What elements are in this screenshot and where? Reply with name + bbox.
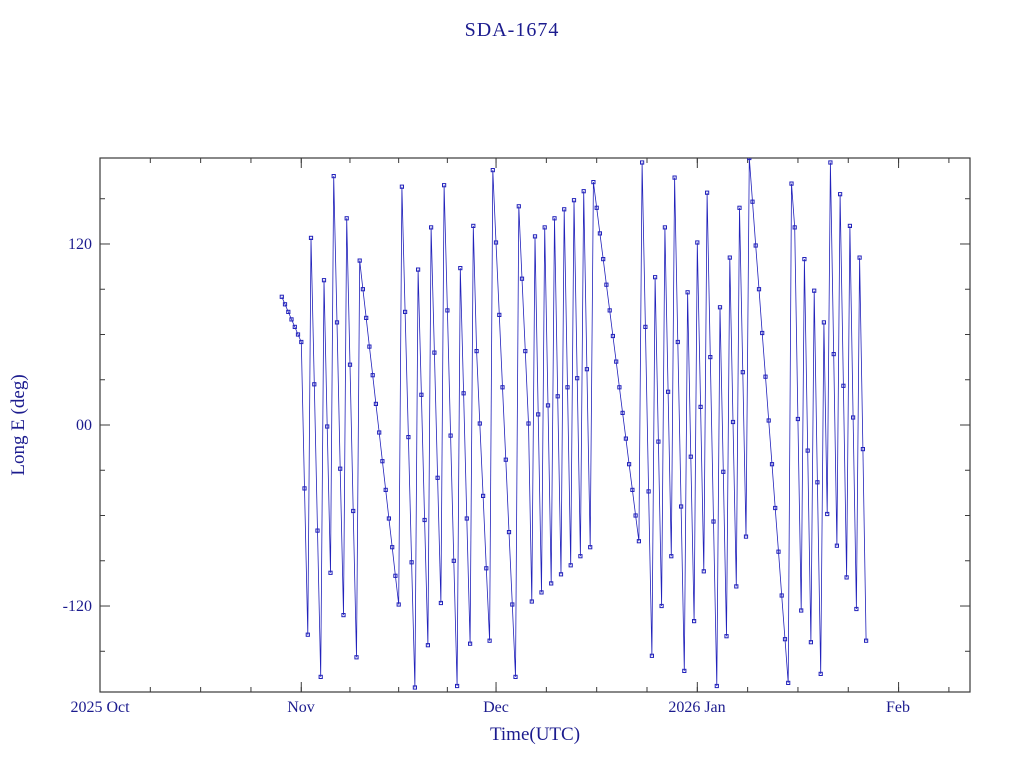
data-series <box>279 158 869 690</box>
x-axis-label: Time(UTC) <box>490 724 580 745</box>
chart-title: SDA-1674 <box>465 19 560 41</box>
x-tick-label-feb: Feb <box>886 699 910 716</box>
axis-ticks <box>99 158 970 692</box>
x-tick-label-dec: Dec <box>483 699 509 716</box>
x-tick-label-nov: Nov <box>287 699 315 716</box>
y-tick-label-00: 00 <box>76 417 92 434</box>
y-tick-label-minus120: -120 <box>63 598 92 615</box>
x-tick-label-jan: 2026 Jan <box>668 699 725 716</box>
y-tick-label-120: 120 <box>68 236 92 253</box>
x-tick-label-oct: 2025 Oct <box>70 699 130 716</box>
y-axis-label: Long E (deg) <box>8 374 29 475</box>
